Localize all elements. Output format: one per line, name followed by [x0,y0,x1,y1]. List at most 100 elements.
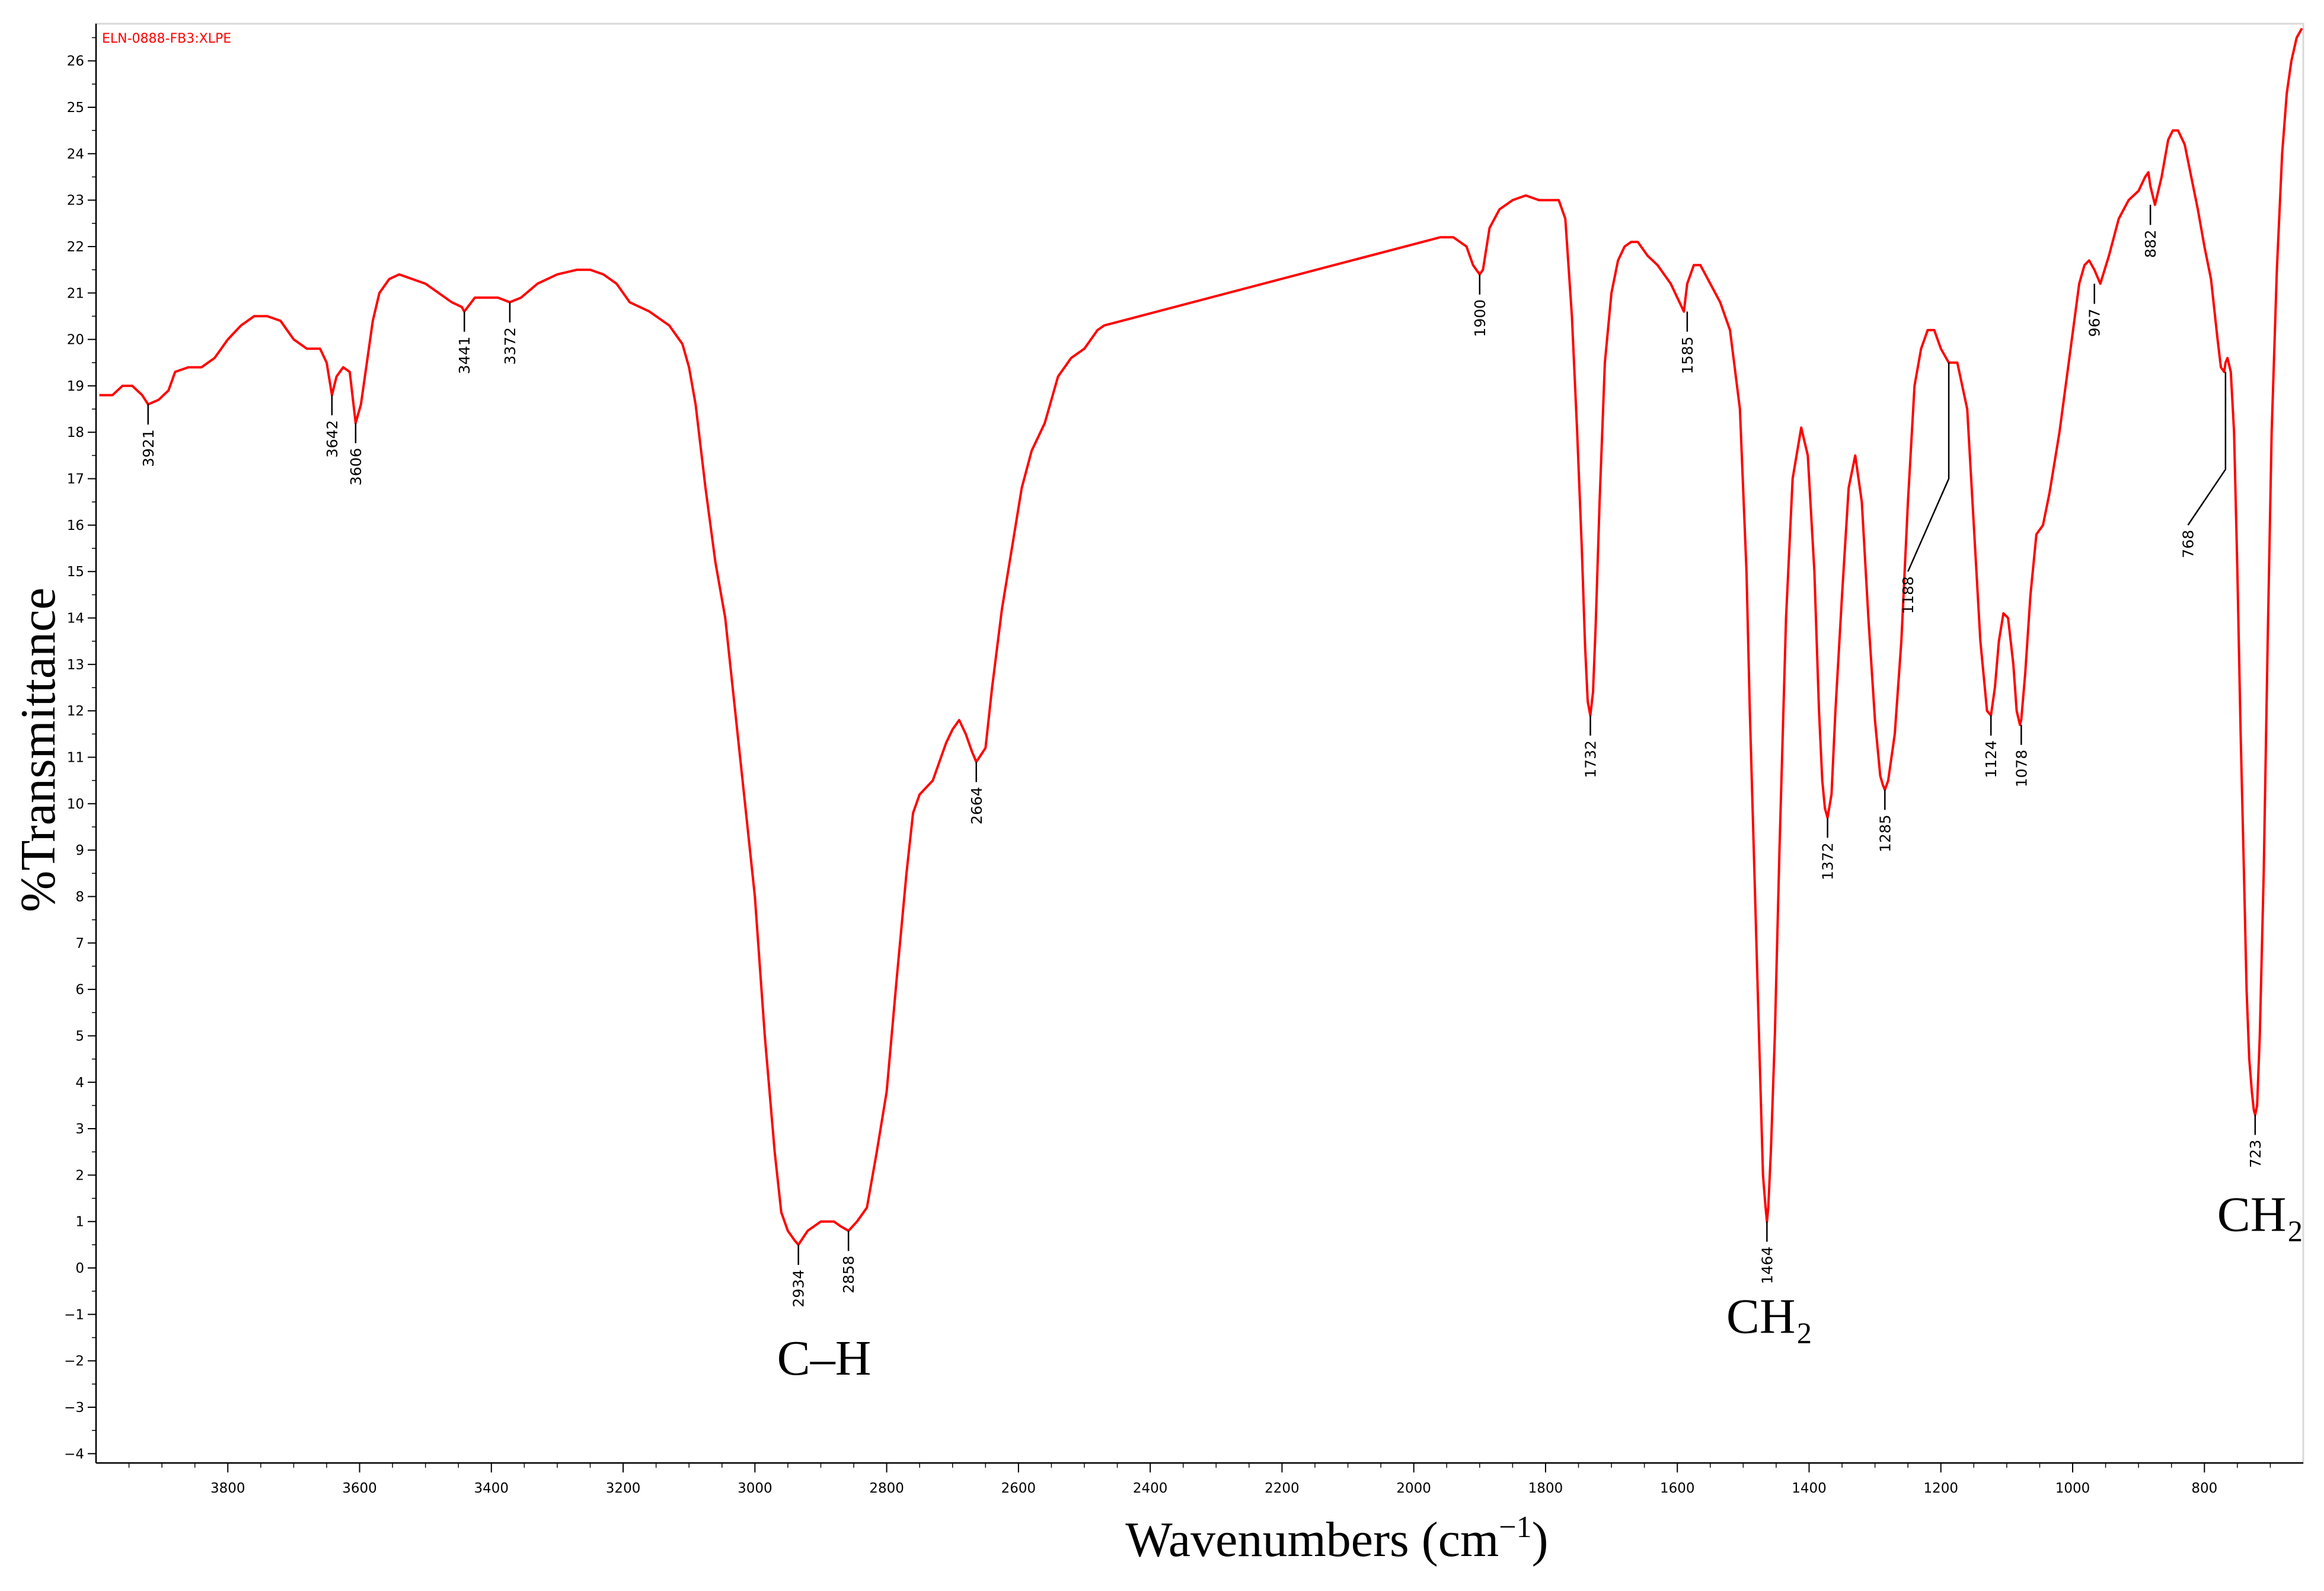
y-tick-label: 2 [75,1168,84,1183]
peak-label: 1732 [1582,715,1600,778]
y-tick-label: 3 [75,1122,84,1137]
peak-label: 1900 [1471,274,1489,337]
y-tick-label: 5 [75,1028,84,1044]
peak-label: 3441 [456,311,473,375]
peak-value: 3642 [324,420,341,458]
peak-label: 1585 [1679,311,1696,375]
y-tick-label: 9 [75,843,84,858]
peak-value: 3372 [502,327,519,365]
x-tick-label: 2400 [1133,1481,1168,1496]
band-annotation: CH₂ [1726,1289,1813,1344]
y-tick-label: 25 [67,100,84,116]
peak-label: 1285 [1876,790,1894,852]
peak-label: 1078 [2013,724,2030,788]
peak-label: 2934 [790,1244,807,1308]
x-tick-label: 2600 [1001,1481,1036,1496]
y-tick-label: 0 [75,1261,84,1276]
x-tick-label: 2000 [1396,1481,1431,1496]
axes: −4−3−2−101234567891011121314151617181920… [64,24,2303,1496]
peak-value: 3441 [456,337,473,375]
y-tick-label: 17 [67,472,84,487]
y-tick-label: 16 [67,518,84,533]
peak-value: 1188 [1900,576,1917,614]
x-tick-label: 1400 [1792,1481,1827,1496]
peak-value: 1078 [2013,750,2030,788]
peak-value: 2664 [968,787,985,825]
y-tick-label: −4 [64,1446,84,1462]
x-tick-label: 3800 [210,1481,245,1496]
peak-label: 882 [2142,205,2159,258]
peak-label: 3921 [140,404,157,467]
y-tick-label: 1 [75,1215,84,1230]
peak-label: 768 [2180,372,2227,558]
peak-leader-line [1907,362,1950,572]
peak-value: 1900 [1471,299,1489,337]
band-annotations: C–H CH₂ CH₂ [777,1187,2304,1386]
peak-value: 2858 [840,1255,857,1293]
y-tick-label: 20 [67,333,84,348]
peak-value: 1464 [1758,1247,1776,1285]
x-tick-label: 1800 [1528,1481,1563,1496]
y-axis-title: %Transmittance [11,587,66,912]
y-tick-label: 24 [67,146,84,162]
peak-value: 768 [2180,530,2197,558]
y-tick-label: 23 [67,193,84,209]
peak-label: 967 [2086,283,2103,337]
spectrum-line [99,27,2303,1246]
peak-value: 1285 [1876,814,1894,852]
y-tick-label: 13 [67,657,84,673]
peak-value: 1372 [1819,842,1837,880]
x-axis-title: Wavenumbers (cm−1) [1125,1510,1548,1567]
peak-label: 1188 [1900,362,1950,614]
peak-label: 2664 [968,762,985,825]
sample-label: ELN-0888-FB3:XLPE [102,31,231,46]
y-tick-label: 18 [67,425,84,440]
peak-label: 1372 [1819,817,1837,880]
peak-value: 882 [2142,229,2159,258]
y-tick-label: 11 [67,750,84,765]
x-tick-label: 1200 [1923,1481,1958,1496]
peak-value: 1124 [1983,740,2000,778]
x-tick-label: 800 [2191,1481,2217,1496]
y-tick-label: 7 [75,936,84,951]
y-tick-label: 26 [67,54,84,69]
y-tick-label: −2 [64,1354,84,1369]
peak-value: 2934 [790,1270,807,1308]
band-annotation: C–H [777,1331,872,1386]
peak-leader-line [2187,372,2227,526]
y-tick-label: 10 [67,797,84,812]
y-tick-label: 22 [67,239,84,255]
spectrum-series [99,27,2303,1246]
x-tick-label: 3400 [474,1481,509,1496]
x-tick-label: 3000 [738,1481,772,1496]
y-tick-label: 21 [67,286,84,301]
peak-label: 723 [2247,1114,2264,1168]
peak-value: 3606 [347,448,365,486]
y-tick-label: 14 [67,611,84,627]
y-tick-label: 15 [67,564,84,580]
peak-label: 3372 [502,302,519,365]
peak-value: 723 [2247,1140,2264,1168]
x-tick-label: 3200 [606,1481,641,1496]
band-annotation: CH₂ [2217,1187,2304,1242]
peak-value: 967 [2086,309,2103,337]
peak-value: 1732 [1582,740,1600,778]
peak-label: 1124 [1983,715,2000,778]
peak-labels: 3921 3642 3606 3441 3372 2934 2858 2664 1900 1732… [140,205,2264,1308]
y-tick-label: −1 [64,1307,84,1322]
y-tick-label: 12 [67,704,84,719]
peak-value: 3921 [140,429,157,467]
y-tick-label: 4 [75,1075,84,1091]
x-tick-label: 1600 [1660,1481,1695,1496]
x-tick-label: 2800 [869,1481,904,1496]
y-tick-label: 19 [67,379,84,394]
x-tick-label: 3600 [342,1481,377,1496]
peak-label: 1464 [1758,1221,1776,1285]
peak-label: 3642 [324,395,341,458]
x-tick-label: 1000 [2055,1481,2090,1496]
peak-value: 1585 [1679,337,1696,375]
y-tick-label: 8 [75,889,84,905]
peak-label: 2858 [840,1231,857,1293]
